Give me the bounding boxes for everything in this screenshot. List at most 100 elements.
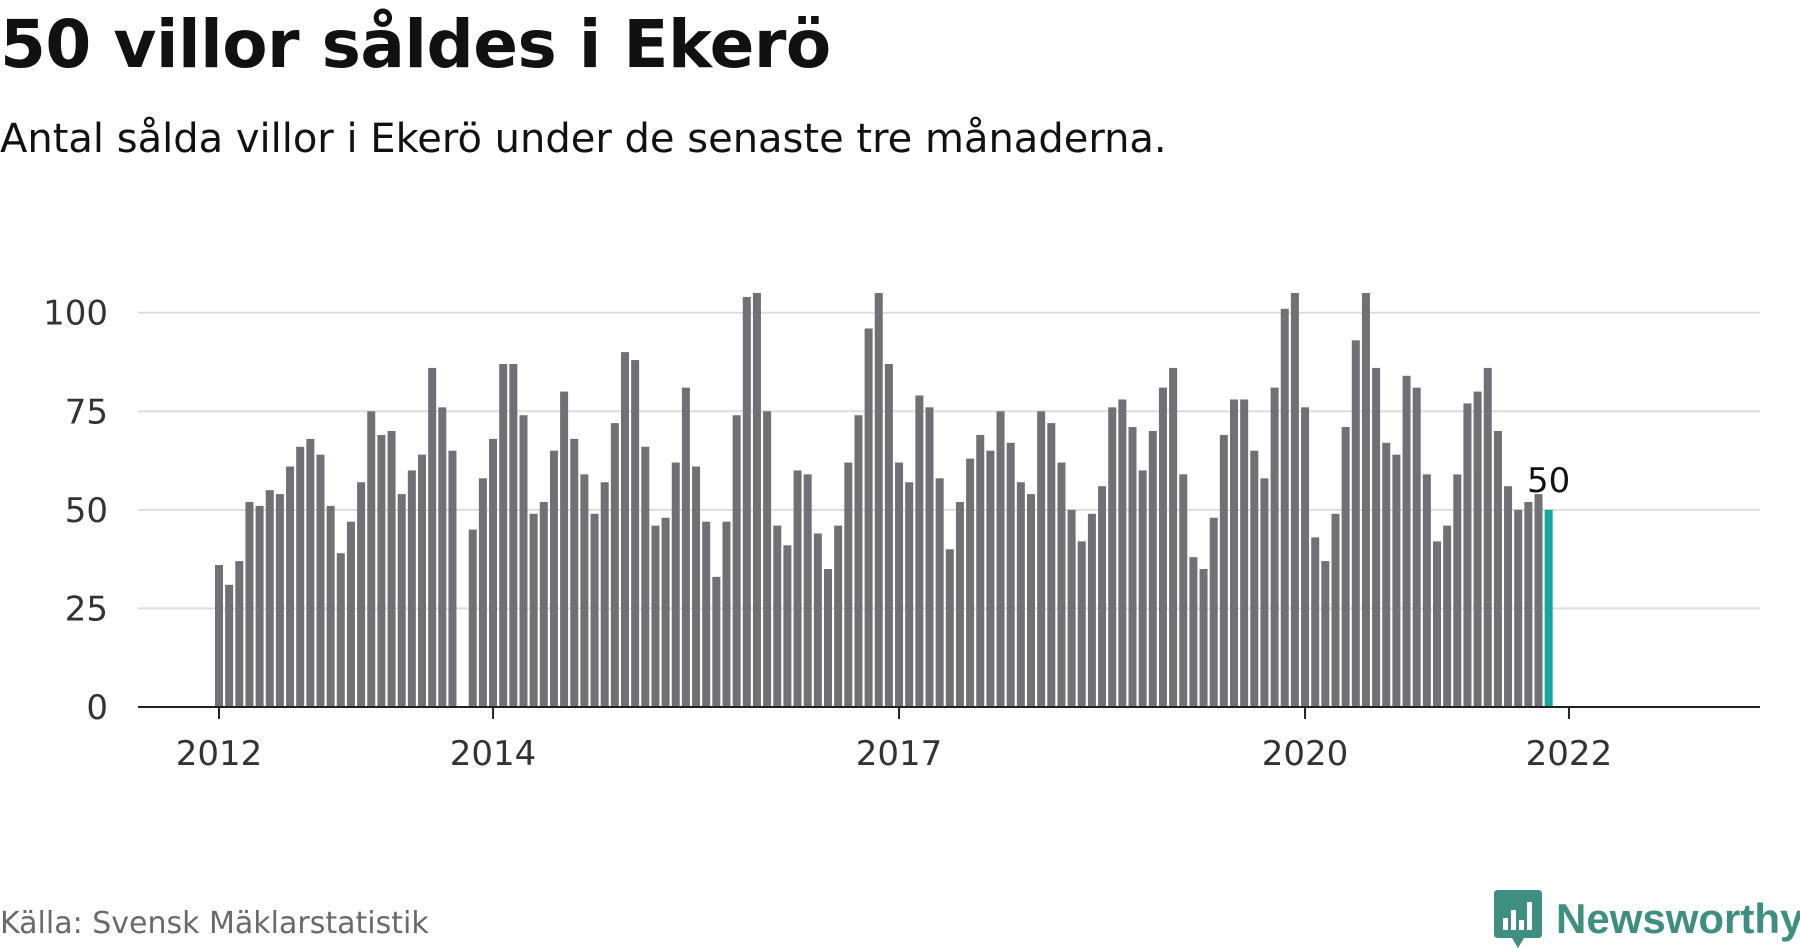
bar [499, 363, 508, 707]
bar [1209, 517, 1218, 707]
bar [1189, 557, 1198, 707]
x-tick-label: 2014 [450, 734, 537, 774]
bar [428, 367, 437, 707]
bar [752, 293, 761, 707]
bar [955, 501, 964, 707]
bar [884, 363, 893, 707]
bar [681, 387, 690, 707]
bar [1047, 423, 1056, 707]
bar [1280, 308, 1289, 707]
bar [986, 450, 995, 707]
bar [834, 525, 843, 707]
bar [854, 415, 863, 707]
bar [1118, 399, 1127, 707]
bar [1321, 561, 1330, 707]
bar [215, 565, 223, 707]
bar [468, 529, 477, 707]
bar [1077, 541, 1086, 707]
bar [1260, 478, 1269, 707]
bar [1199, 569, 1208, 707]
bar [407, 470, 416, 707]
bar [692, 466, 701, 707]
bar [1372, 367, 1381, 707]
bar [1098, 486, 1107, 707]
bar [1412, 387, 1421, 707]
bar [773, 525, 782, 707]
bar [1158, 387, 1167, 707]
bar [570, 438, 579, 707]
x-tick-label: 2012 [176, 734, 263, 774]
brand-name: Newsworthy [1556, 895, 1800, 942]
bar [712, 576, 721, 707]
bar [722, 521, 731, 707]
bar [803, 474, 812, 707]
bar [326, 505, 335, 707]
bar [1524, 501, 1533, 707]
bar [306, 438, 315, 707]
bar [1219, 434, 1228, 707]
bar [1128, 427, 1137, 707]
bar [1027, 494, 1035, 707]
bar [377, 434, 386, 707]
bar [1250, 450, 1259, 707]
bar [255, 505, 264, 707]
bar [489, 438, 498, 707]
bar [864, 328, 873, 707]
bar [945, 549, 954, 707]
bar [976, 434, 985, 707]
bar [732, 415, 741, 707]
newsworthy-logo-icon [1494, 890, 1542, 948]
bar [1301, 407, 1310, 707]
bar [1361, 293, 1370, 707]
bar [641, 446, 650, 707]
y-tick-label: 75 [65, 392, 108, 432]
bar [1493, 431, 1502, 707]
bar [296, 446, 305, 707]
bar [1463, 403, 1472, 707]
bar [905, 482, 914, 707]
bar [549, 450, 558, 707]
bar [357, 482, 366, 707]
bar [316, 454, 325, 707]
bar [610, 423, 619, 707]
bar [813, 533, 822, 707]
bar [895, 462, 904, 707]
bar [1067, 509, 1076, 707]
bar [346, 521, 355, 707]
bar [702, 521, 711, 707]
bar [661, 517, 670, 707]
bar [286, 466, 295, 707]
x-tick-label: 2022 [1526, 734, 1613, 774]
chart-title: 50 villor såldes i Ekerö [0, 6, 831, 83]
bar [1351, 340, 1360, 707]
bar [844, 462, 853, 707]
bar [915, 395, 924, 707]
bar [1534, 494, 1543, 707]
bar [996, 411, 1005, 707]
bar-highlight [1544, 509, 1553, 707]
highlight-value-label: 50 [1527, 461, 1570, 501]
bar [387, 431, 396, 707]
bar [935, 478, 944, 707]
bar [1311, 537, 1320, 707]
y-tick-label: 50 [65, 491, 108, 531]
bar [1057, 462, 1066, 707]
bar [397, 494, 406, 707]
bar [651, 525, 660, 707]
newsworthy-logo: Newsworthy [1494, 890, 1800, 948]
bar [783, 545, 792, 707]
bar [1108, 407, 1117, 707]
bar [438, 407, 447, 707]
bar [560, 391, 569, 707]
bar [1453, 474, 1462, 707]
bar [1037, 411, 1046, 707]
bar [600, 482, 609, 707]
bar [1240, 399, 1249, 707]
bar [1179, 474, 1188, 707]
bar [824, 569, 832, 707]
bar [621, 352, 629, 707]
y-tick-label: 0 [86, 688, 108, 728]
bar [1422, 474, 1431, 707]
chart-subtitle: Antal sålda villor i Ekerö under de sena… [0, 116, 1167, 162]
bar [245, 501, 254, 707]
